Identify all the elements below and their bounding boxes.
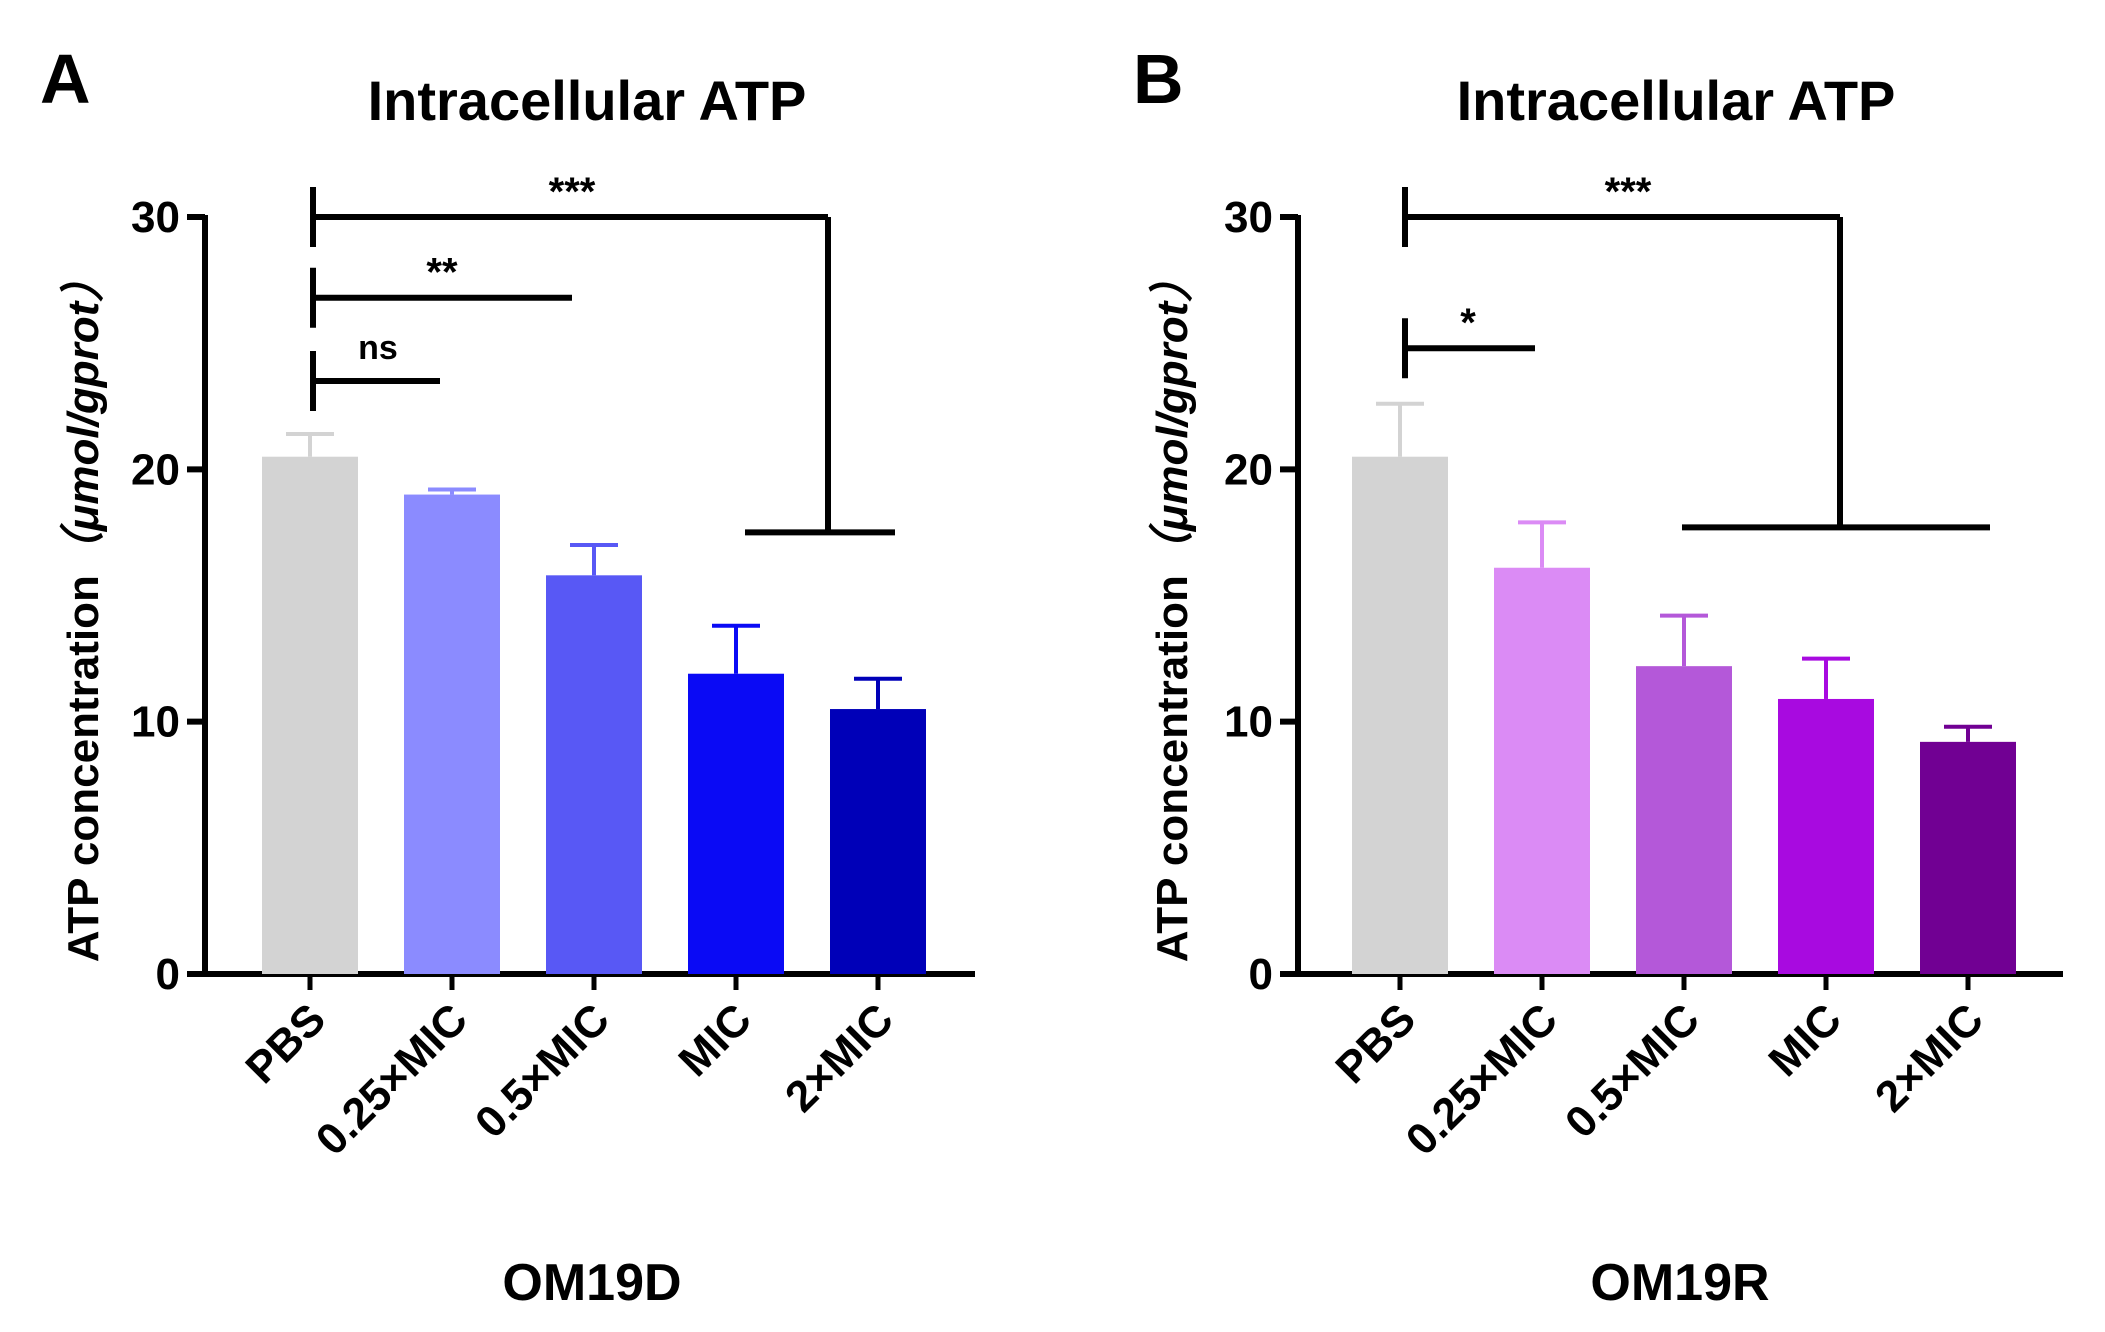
- significance-label: **: [426, 251, 458, 295]
- x-tick-label: 0.25×MIC: [1397, 994, 1567, 1164]
- x-tick-label: 2×MIC: [776, 994, 903, 1121]
- y-axis-label-unit: （μmol/gprot）: [59, 258, 108, 575]
- x-tick-label: PBS: [236, 994, 335, 1093]
- x-tick-label: 0.5×MIC: [466, 994, 619, 1147]
- y-tick-label: 10: [131, 698, 180, 747]
- bar: [1352, 456, 1448, 974]
- significance-label: ns: [358, 329, 398, 367]
- significance-label: *: [1460, 301, 1476, 345]
- bar: [1636, 666, 1732, 974]
- bar: [830, 709, 926, 974]
- bar: [262, 456, 358, 974]
- significance-label: ***: [1605, 170, 1652, 214]
- y-tick-label: 0: [156, 950, 180, 999]
- y-axis-label-text: ATP concentration: [59, 575, 108, 962]
- chart-title: Intracellular ATP: [1457, 69, 1896, 132]
- bar: [404, 494, 500, 974]
- y-tick-label: 20: [131, 445, 180, 494]
- x-tick-label: MIC: [1759, 994, 1851, 1086]
- bar: [546, 575, 642, 974]
- y-axis-label-text: ATP concentration: [1148, 575, 1197, 962]
- bar: [688, 673, 784, 974]
- panel-label: A: [40, 40, 91, 118]
- y-tick-label: 30: [1224, 193, 1273, 242]
- y-tick-label: 20: [1224, 445, 1273, 494]
- x-tick-label: 2×MIC: [1866, 994, 1993, 1121]
- x-tick-label: MIC: [669, 994, 761, 1086]
- bar: [1920, 741, 2016, 974]
- bar: [1494, 567, 1590, 974]
- x-tick-label: 0.5×MIC: [1556, 994, 1709, 1147]
- y-axis-label: ATP concentration（μmol/gprot）: [1148, 258, 1197, 962]
- x-tick-label: 0.25×MIC: [307, 994, 477, 1164]
- y-tick-label: 10: [1224, 698, 1273, 747]
- significance-label: ***: [549, 170, 596, 214]
- chart-title: Intracellular ATP: [368, 69, 807, 132]
- y-axis-label-unit: （μmol/gprot）: [1148, 258, 1197, 575]
- bar: [1778, 698, 1874, 974]
- panel-a: A Intracellular ATP ATP concentration（μm…: [40, 40, 975, 1312]
- panel-b: B Intracellular ATP ATP concentration（μm…: [1133, 40, 2063, 1312]
- x-tick-label: PBS: [1326, 994, 1425, 1093]
- x-axis-label: OM19R: [1590, 1254, 1769, 1312]
- panel-label: B: [1133, 40, 1184, 118]
- y-tick-label: 30: [131, 193, 180, 242]
- y-tick-label: 0: [1249, 950, 1273, 999]
- x-axis-label: OM19D: [502, 1254, 681, 1312]
- y-axis-label: ATP concentration（μmol/gprot）: [59, 258, 108, 962]
